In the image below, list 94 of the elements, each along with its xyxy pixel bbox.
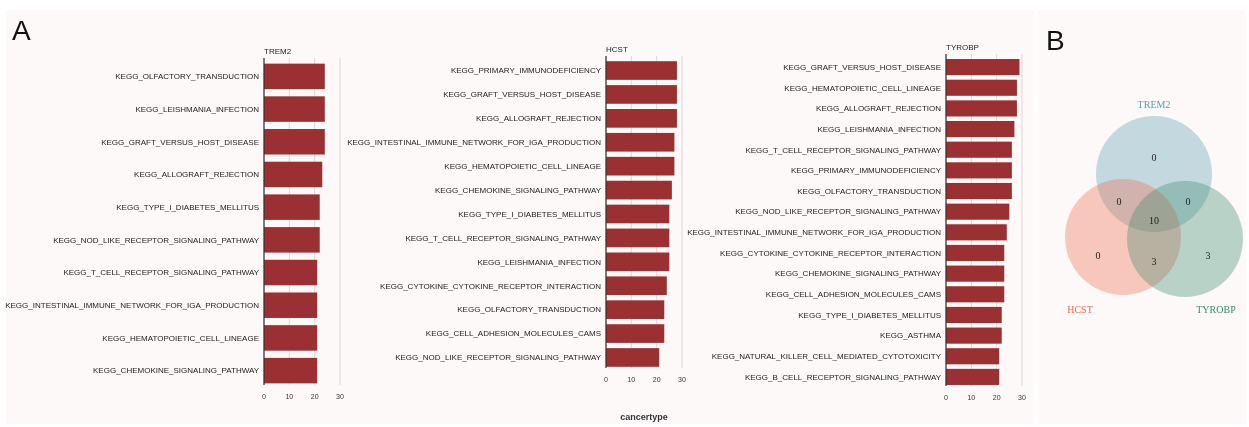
bar bbox=[606, 109, 677, 128]
bar bbox=[606, 324, 665, 343]
y-tick-label: KEGG_NOD_LIKE_RECEPTOR_SIGNALING_PATHWAY bbox=[735, 207, 942, 217]
bar bbox=[606, 61, 677, 80]
bar bbox=[946, 306, 1002, 323]
text: 0 bbox=[1116, 195, 1122, 207]
y-tick-label: KEGG_OLFACTORY_TRANSDUCTION bbox=[797, 186, 942, 196]
bar bbox=[606, 228, 670, 248]
y-tick-label: KEGG_HEMATOPOIETIC_CELL_LINEAGE bbox=[444, 161, 601, 171]
legend-label: TYROBP bbox=[1196, 304, 1237, 315]
bar bbox=[606, 348, 660, 367]
text: 0 bbox=[1151, 151, 1157, 163]
bar bbox=[946, 265, 1005, 282]
bar bbox=[264, 63, 325, 90]
y-tick-label: KEGG_LEISHMANIA_INFECTION bbox=[477, 257, 602, 267]
y-tick-label: KEGG_OLFACTORY_TRANSDUCTION bbox=[115, 72, 260, 82]
y-tick-label: KEGG_LEISHMANIA_INFECTION bbox=[817, 124, 942, 134]
bar bbox=[606, 85, 677, 104]
y-tick-label: KEGG_CHEMOKINE_SIGNALING_PATHWAY bbox=[93, 366, 260, 376]
y-tick-label: KEGG_PRIMARY_IMMUNODEFICIENCY bbox=[450, 66, 602, 76]
bar bbox=[264, 227, 320, 253]
bar bbox=[264, 259, 318, 286]
y-tick-label: KEGG_ALLOGRAFT_REJECTION bbox=[476, 114, 602, 124]
y-tick-label: KEGG_CYTOKINE_CYTOKINE_RECEPTOR_INTERACTION bbox=[380, 281, 602, 291]
y-tick-label: KEGG_ASTHMA bbox=[880, 331, 942, 341]
bar bbox=[264, 194, 320, 220]
bar bbox=[946, 348, 1000, 365]
y-tick-label: KEGG_CELL_ADHESION_MOLECULES_CAMS bbox=[425, 329, 601, 339]
y-tick-label: KEGG_LEISHMANIA_INFECTION bbox=[135, 104, 260, 114]
y-tick-label: KEGG_NOD_LIKE_RECEPTOR_SIGNALING_PATHWAY bbox=[395, 353, 602, 363]
bar bbox=[606, 300, 665, 319]
y-tick-label: KEGG_ALLOGRAFT_REJECTION bbox=[134, 170, 260, 180]
y-tick-label: KEGG_CHEMOKINE_SIGNALING_PATHWAY bbox=[435, 185, 602, 195]
y-tick-label: KEGG_CHEMOKINE_SIGNALING_PATHWAY bbox=[775, 269, 942, 279]
bar bbox=[606, 132, 675, 152]
y-tick-label: KEGG_T_CELL_RECEPTOR_SIGNALING_PATHWAY bbox=[405, 233, 602, 243]
y-tick-label: KEGG_INTESTINAL_IMMUNE_NETWORK_FOR_IGA_PRODUCTION bbox=[687, 228, 942, 238]
chart-title: TREM2 bbox=[264, 47, 292, 56]
y-tick-label: KEGG_INTESTINAL_IMMUNE_NETWORK_FOR_IGA_PRODUCTION bbox=[5, 301, 260, 311]
y-tick-label: KEGG_NATURAL_KILLER_CELL_MEDIATED_CYTOTOXICITY bbox=[711, 352, 942, 362]
text: 3 bbox=[1151, 255, 1157, 267]
legend-label: TREM2 bbox=[1137, 99, 1171, 110]
bar bbox=[946, 79, 1017, 96]
y-tick-label: KEGG_TYPE_I_DIABETES_MELLITUS bbox=[458, 209, 601, 219]
text: A bbox=[12, 15, 31, 46]
bar bbox=[264, 96, 325, 122]
text: 10 bbox=[1149, 214, 1159, 226]
y-tick-label: KEGG_NOD_LIKE_RECEPTOR_SIGNALING_PATHWAY bbox=[53, 235, 260, 245]
bar bbox=[264, 325, 318, 351]
y-tick-label: KEGG_B_CELL_RECEPTOR_SIGNALING_PATHWAY bbox=[744, 372, 942, 382]
bar bbox=[946, 244, 1005, 262]
text: B bbox=[1046, 25, 1065, 56]
y-tick-label: KEGG_HEMATOPOIETIC_CELL_LINEAGE bbox=[784, 83, 941, 93]
text: 0 bbox=[1095, 249, 1101, 261]
bar bbox=[606, 276, 667, 296]
y-tick-label: KEGG_CELL_ADHESION_MOLECULES_CAMS bbox=[765, 290, 941, 300]
bar bbox=[946, 368, 1000, 385]
y-tick-label: KEGG_INTESTINAL_IMMUNE_NETWORK_FOR_IGA_PRODUCTION bbox=[347, 138, 602, 148]
bar bbox=[946, 121, 1015, 138]
bar bbox=[946, 286, 1005, 303]
y-tick-label: KEGG_GRAFT_VERSUS_HOST_DISEASE bbox=[443, 90, 601, 100]
y-tick-label: KEGG_T_CELL_RECEPTOR_SIGNALING_PATHWAY bbox=[63, 268, 260, 278]
x-axis-title: cancertype bbox=[620, 412, 668, 422]
bar bbox=[946, 327, 1002, 344]
y-tick-label: KEGG_GRAFT_VERSUS_HOST_DISEASE bbox=[101, 137, 259, 147]
y-tick-label: KEGG_ALLOGRAFT_REJECTION bbox=[816, 104, 942, 114]
bar bbox=[946, 203, 1010, 220]
chart-title: HCST bbox=[606, 45, 628, 54]
bar bbox=[264, 357, 318, 384]
y-tick-label: KEGG_GRAFT_VERSUS_HOST_DISEASE bbox=[783, 62, 941, 72]
bar bbox=[946, 182, 1012, 200]
bar bbox=[946, 100, 1017, 117]
bar bbox=[264, 292, 318, 318]
text: 3 bbox=[1205, 249, 1211, 261]
bar bbox=[946, 224, 1007, 241]
bar bbox=[264, 161, 323, 188]
y-tick-label: KEGG_OLFACTORY_TRANSDUCTION bbox=[457, 305, 602, 315]
y-tick-label: KEGG_T_CELL_RECEPTOR_SIGNALING_PATHWAY bbox=[745, 145, 942, 155]
bar bbox=[606, 204, 670, 224]
y-tick-label: KEGG_TYPE_I_DIABETES_MELLITUS bbox=[798, 310, 941, 320]
bar bbox=[606, 180, 672, 200]
bar bbox=[606, 252, 670, 272]
bar bbox=[606, 156, 675, 176]
bar bbox=[946, 141, 1012, 158]
text: 0 bbox=[1185, 195, 1191, 207]
y-tick-label: KEGG_TYPE_I_DIABETES_MELLITUS bbox=[116, 202, 259, 212]
y-tick-label: KEGG_CYTOKINE_CYTOKINE_RECEPTOR_INTERACTION bbox=[720, 248, 942, 258]
legend-label: HCST bbox=[1067, 304, 1093, 315]
chart-title: TYROBP bbox=[946, 43, 979, 52]
y-tick-label: KEGG_PRIMARY_IMMUNODEFICIENCY bbox=[790, 166, 942, 176]
bar bbox=[946, 162, 1012, 179]
bar bbox=[264, 129, 325, 155]
y-tick-label: KEGG_HEMATOPOIETIC_CELL_LINEAGE bbox=[102, 333, 259, 343]
bar bbox=[946, 59, 1020, 76]
